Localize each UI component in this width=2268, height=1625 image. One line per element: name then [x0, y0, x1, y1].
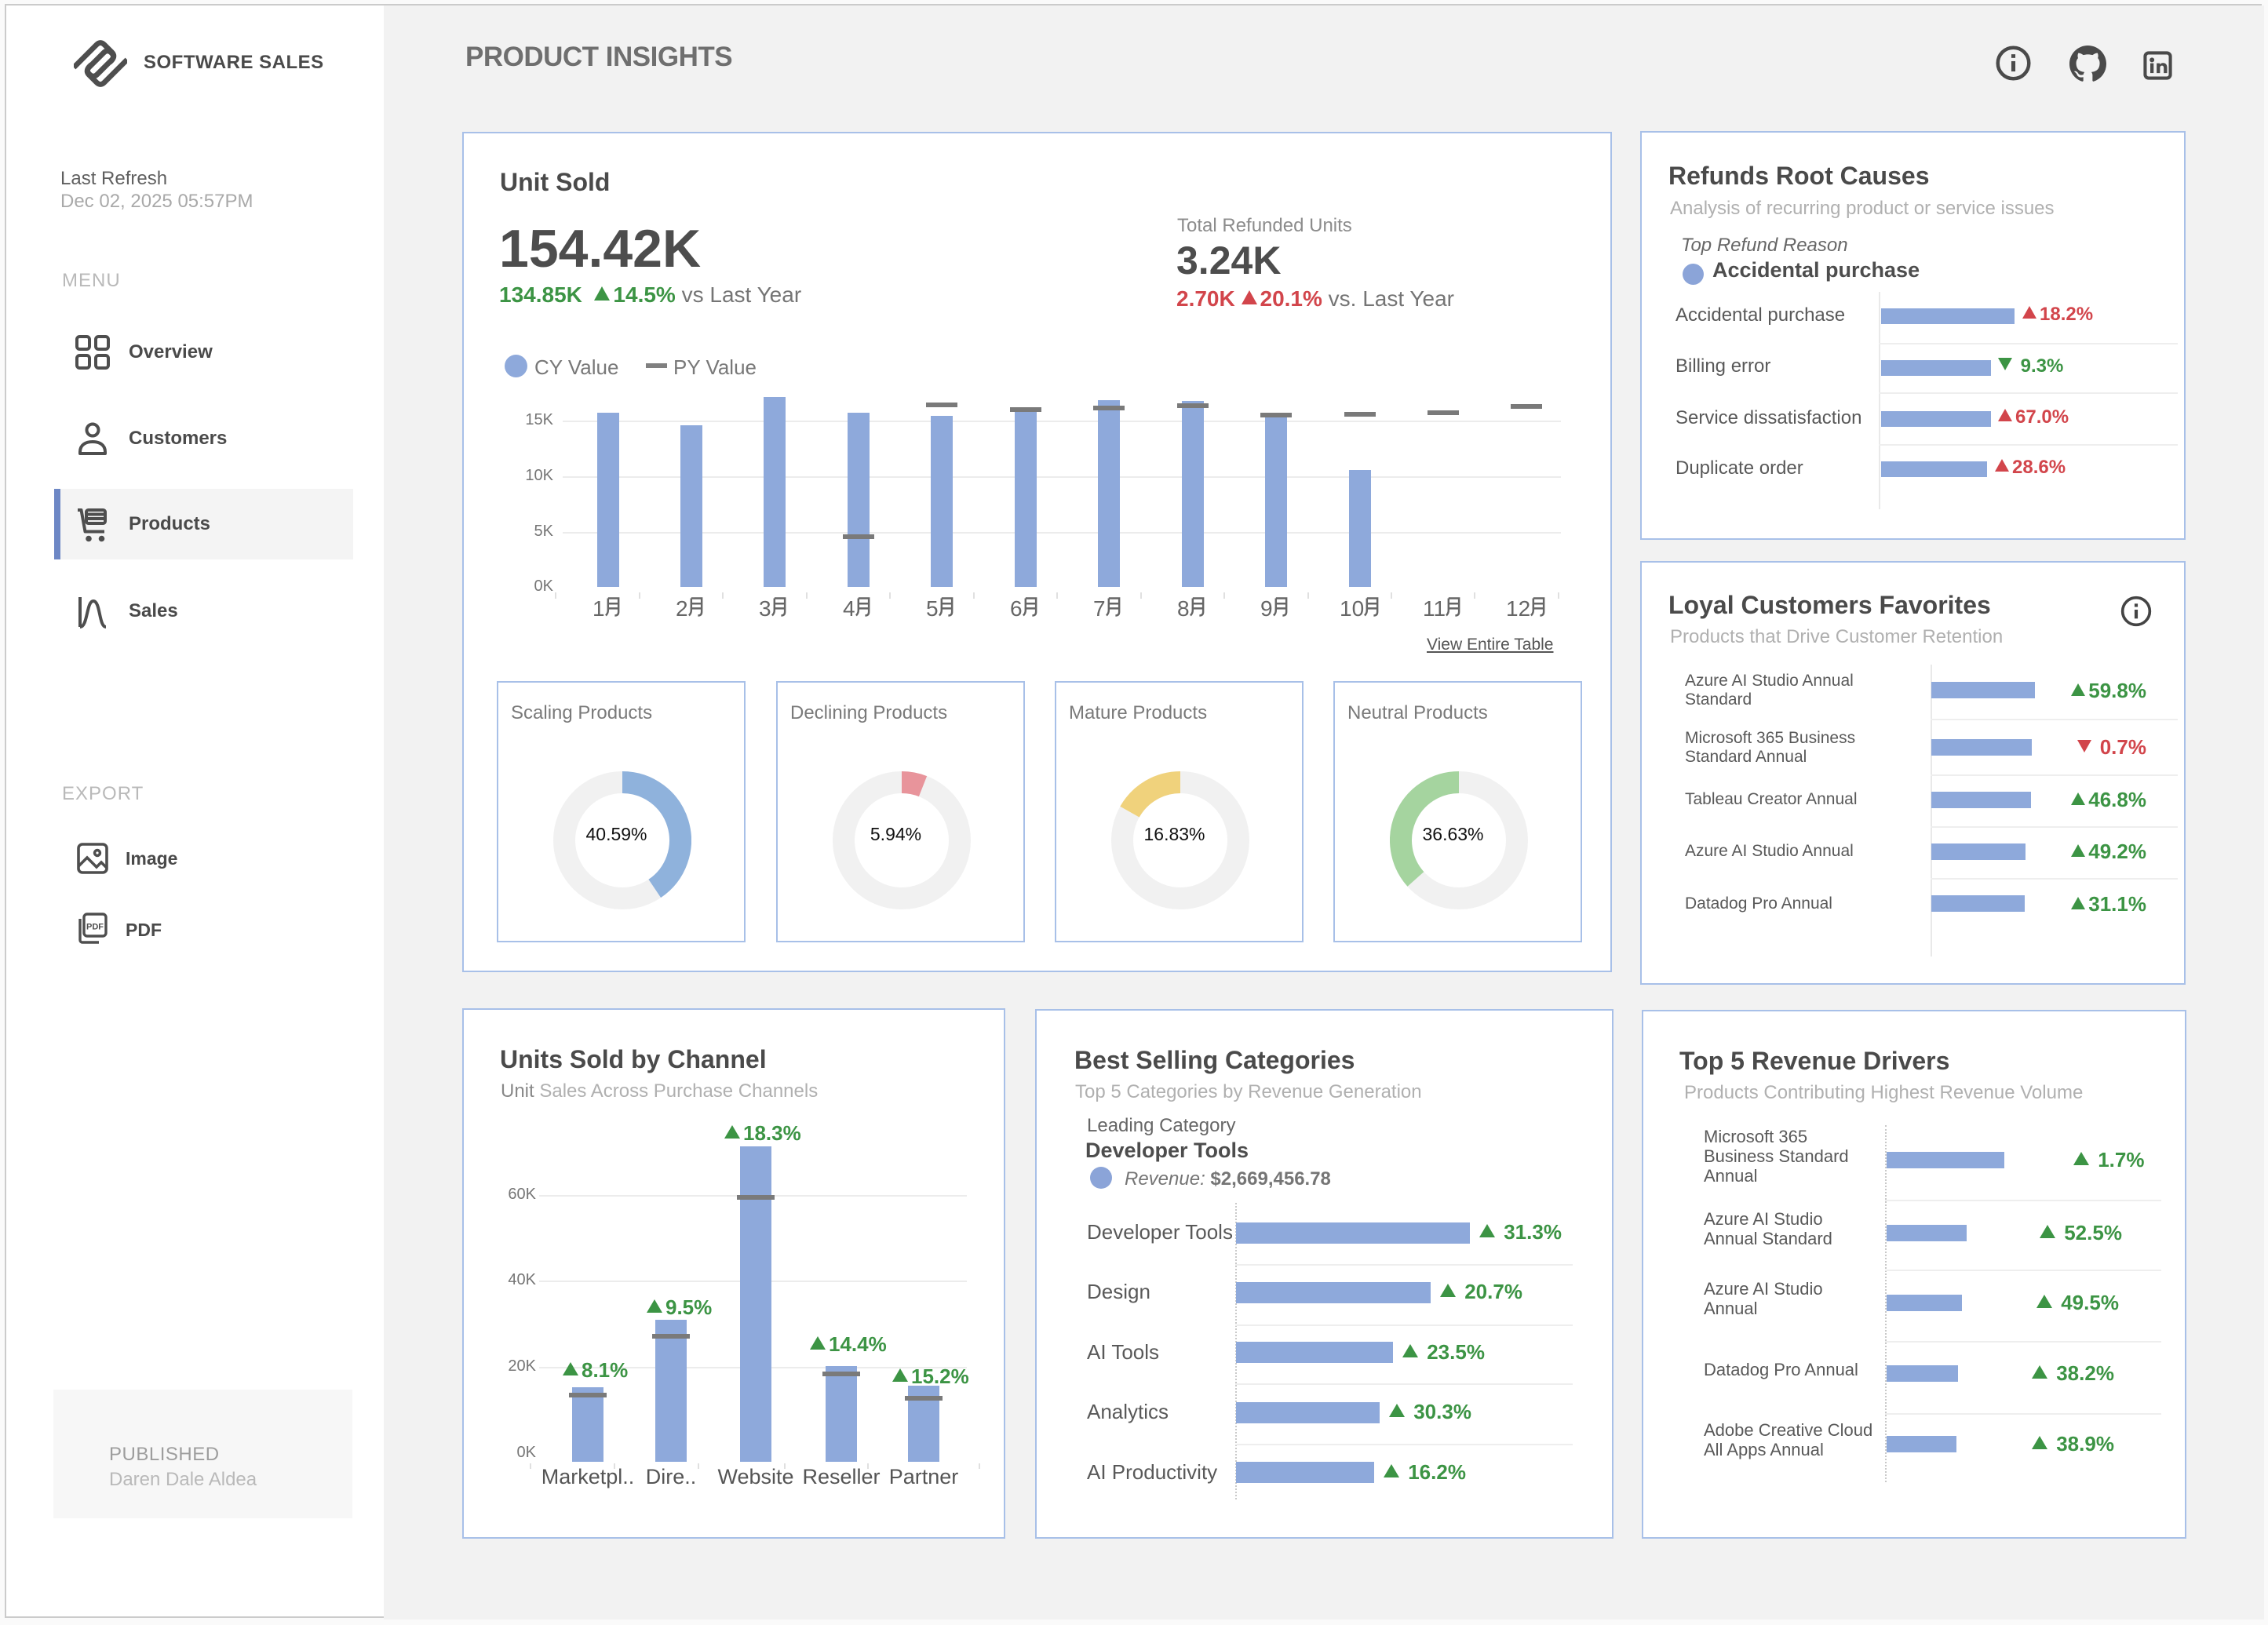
svg-text:PDF: PDF [86, 923, 104, 932]
